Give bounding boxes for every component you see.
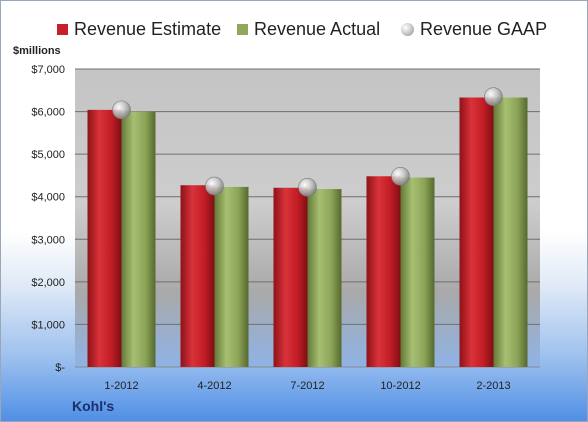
bar-revenue-estimate <box>366 176 401 367</box>
marker-revenue-gaap <box>484 87 503 106</box>
bar-revenue-estimate <box>273 187 308 367</box>
marker-revenue-gaap <box>391 166 410 186</box>
marker-revenue-gaap <box>205 176 224 196</box>
marker-revenue-gaap <box>298 178 317 197</box>
bar-revenue-actual <box>214 186 249 367</box>
y-tick-label: $2,000 <box>31 277 65 289</box>
legend-item-revenue-actual: Revenue Actual <box>237 17 380 41</box>
bar-revenue-estimate <box>180 185 215 367</box>
y-tick-label: $5,000 <box>31 149 65 161</box>
y-tick-label: $- <box>55 362 65 374</box>
x-tick-label: 2-2013 <box>476 380 510 392</box>
legend-label-estimate: Revenue Estimate <box>74 18 222 39</box>
legend-item-revenue-gaap: Revenue GAAP <box>401 17 547 41</box>
y-tick-label: $3,000 <box>31 234 65 246</box>
marker-revenue-gaap <box>112 100 131 120</box>
chart-legend: Revenue Estimate Revenue Actual Revenue … <box>1 17 587 41</box>
x-tick-label: 10-2012 <box>380 380 420 392</box>
legend-label-gaap: Revenue GAAP <box>420 18 548 39</box>
legend-label-actual: Revenue Actual <box>254 18 381 39</box>
y-tick-label: $1,000 <box>31 319 65 331</box>
bar-revenue-actual <box>493 97 528 367</box>
bar-revenue-estimate <box>459 97 494 367</box>
bar-revenue-actual <box>400 177 435 367</box>
x-tick-label: 7-2012 <box>290 380 324 392</box>
bar-revenue-actual <box>307 189 342 367</box>
bar-revenue-actual <box>121 111 156 367</box>
y-tick-label: $7,000 <box>31 64 65 76</box>
x-tick-label: 4-2012 <box>197 380 231 392</box>
legend-swatch-actual <box>237 23 248 35</box>
y-tick-label: $4,000 <box>31 192 65 204</box>
x-tick-label: 1-2012 <box>104 380 138 392</box>
y-tick-label: $6,000 <box>31 107 65 119</box>
company-name: Kohl's <box>72 398 115 414</box>
legend-swatch-estimate <box>57 23 68 35</box>
y-axis-unit-label: $millions <box>13 45 61 57</box>
bar-revenue-estimate <box>87 109 122 368</box>
legend-marker-gaap <box>401 22 414 36</box>
legend-item-revenue-estimate: Revenue Estimate <box>57 17 221 41</box>
